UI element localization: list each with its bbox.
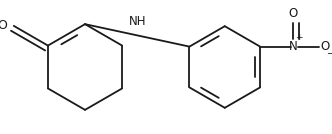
Text: O: O <box>0 19 7 32</box>
Text: +: + <box>294 33 302 42</box>
Text: O: O <box>289 8 298 21</box>
Text: −: − <box>327 49 332 59</box>
Text: O: O <box>321 40 330 53</box>
Text: N: N <box>289 40 298 53</box>
Text: NH: NH <box>128 15 146 28</box>
